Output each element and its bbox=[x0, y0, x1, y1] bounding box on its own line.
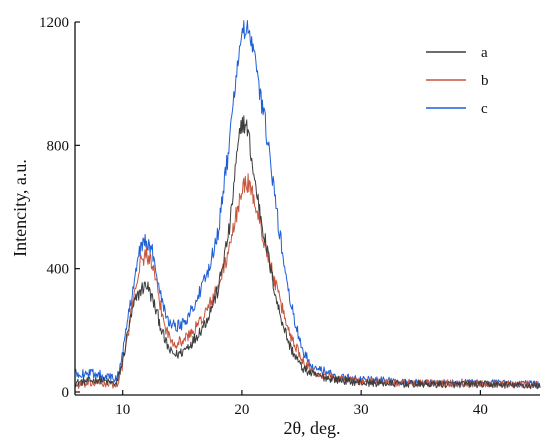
series-layer bbox=[74, 20, 541, 390]
x-tick-label: 30 bbox=[354, 402, 369, 418]
x-tick-label: 10 bbox=[115, 402, 130, 418]
plot-area: 10 20 30 40 0 400 800 1200 bbox=[39, 15, 541, 418]
legend-label-b: b bbox=[481, 73, 489, 89]
legend: abc bbox=[426, 45, 489, 117]
legend-label-c: c bbox=[481, 101, 488, 117]
x-ticks: 10 20 30 40 bbox=[115, 390, 488, 418]
legend-label-a: a bbox=[481, 45, 488, 61]
x-tick-label: 20 bbox=[234, 402, 249, 418]
y-tick-label: 1200 bbox=[39, 15, 69, 31]
series-line-b bbox=[74, 173, 541, 389]
y-axis-title: Intencity, a.u. bbox=[10, 159, 30, 257]
y-ticks: 0 400 800 1200 bbox=[39, 15, 80, 401]
y-tick-label: 0 bbox=[62, 385, 70, 401]
y-tick-label: 400 bbox=[47, 262, 70, 278]
x-axis-title: 2θ, deg. bbox=[283, 418, 340, 438]
x-tick-label: 40 bbox=[473, 402, 488, 418]
series-line-a bbox=[74, 115, 541, 390]
y-tick-label: 800 bbox=[47, 138, 70, 154]
series-line-c bbox=[74, 20, 541, 389]
